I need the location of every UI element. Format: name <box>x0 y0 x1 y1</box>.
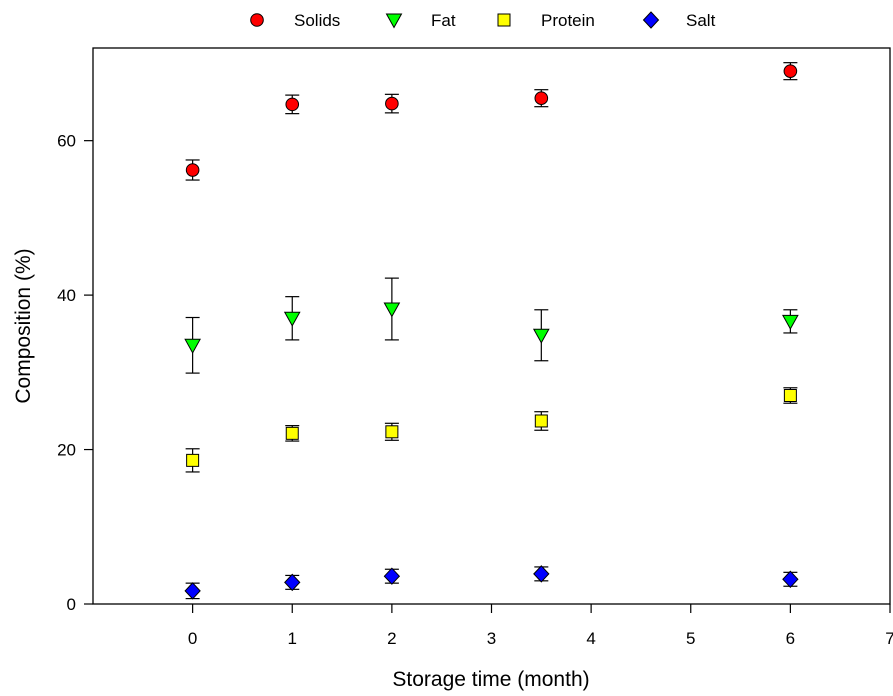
x-tick-label: 6 <box>786 629 795 648</box>
y-tick-label: 60 <box>57 132 76 151</box>
salt-point <box>533 565 550 583</box>
legend-label-fat: Fat <box>431 11 456 30</box>
legend-marker-fat <box>385 13 403 29</box>
solids-point <box>185 163 200 177</box>
x-tick-label: 7 <box>885 629 893 648</box>
fat-point <box>532 328 550 344</box>
legend-item-solids: Solids <box>250 11 340 30</box>
protein-point <box>783 389 797 402</box>
legend-marker-protein <box>497 13 511 27</box>
fat-point <box>184 338 201 354</box>
x-tick-label: 5 <box>686 629 695 648</box>
series-protein <box>185 387 798 473</box>
salt-point <box>383 567 401 585</box>
protein-point <box>385 425 399 439</box>
fat-point <box>383 302 401 318</box>
legend-label-protein: Protein <box>541 11 595 30</box>
x-tick-label: 1 <box>288 629 297 648</box>
x-tick-label: 2 <box>387 629 396 648</box>
y-tick-label: 0 <box>67 595 76 614</box>
salt-point <box>184 582 201 600</box>
legend-item-protein: Protein <box>497 11 595 30</box>
protein-point <box>285 426 299 440</box>
series-solids <box>185 62 798 181</box>
fat-point <box>782 314 799 330</box>
series-fat <box>184 277 799 374</box>
legend-item-salt: Salt <box>642 11 716 30</box>
solids-point <box>285 97 300 112</box>
series-salt <box>184 565 799 600</box>
legend-marker-solids <box>250 13 264 27</box>
solids-point <box>534 91 549 105</box>
x-axis-title: Storage time (month) <box>392 668 589 691</box>
fat-point <box>283 311 301 327</box>
legend-marker-salt <box>642 11 660 29</box>
plot-frame <box>92 47 891 605</box>
y-axis: 0 20 40 60 <box>57 132 93 614</box>
legend-label-solids: Solids <box>294 11 340 30</box>
protein-point <box>186 453 200 467</box>
x-tick-label: 3 <box>487 629 496 648</box>
salt-point <box>284 573 301 592</box>
series-layer <box>184 62 799 600</box>
y-tick-label: 40 <box>57 286 76 305</box>
x-tick-label: 0 <box>188 629 197 648</box>
legend-label-salt: Salt <box>686 11 716 30</box>
solids-point <box>783 64 798 78</box>
y-axis-title: Composition (%) <box>12 248 35 403</box>
x-tick-label: 4 <box>586 629 595 648</box>
y-tick-label: 20 <box>57 441 76 460</box>
legend-item-fat: Fat <box>385 11 456 30</box>
legend: Solids Fat Protein Salt <box>250 11 716 30</box>
x-axis: 0 1 2 3 4 5 6 7 <box>188 604 893 648</box>
solids-point <box>385 96 399 111</box>
salt-point <box>782 570 799 589</box>
protein-point <box>534 414 548 428</box>
